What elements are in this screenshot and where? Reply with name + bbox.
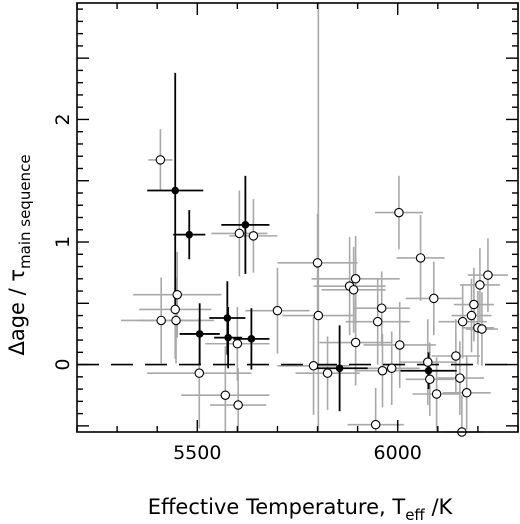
open-data-point <box>469 299 479 310</box>
open-data-point <box>455 373 465 383</box>
filled-data-point <box>224 333 232 342</box>
open-data-point <box>272 305 283 316</box>
open-data-point <box>431 389 442 399</box>
open-data-point <box>350 337 361 348</box>
open-data-point <box>466 310 477 321</box>
filled-data-point <box>241 221 250 229</box>
open-data-point <box>386 363 397 374</box>
y-tick-label: 1 <box>52 236 74 248</box>
open-data-point <box>170 304 180 315</box>
open-data-point <box>394 340 405 350</box>
open-data-point <box>155 155 166 165</box>
open-data-point <box>377 365 388 376</box>
y-axis-title: Δage / τmain sequence <box>5 154 34 355</box>
open-data-point <box>461 388 472 398</box>
y-tick-label: 0 <box>52 359 74 371</box>
x-axis-title: Effective Temperature, Teff /K <box>148 495 454 524</box>
open-data-point <box>234 228 245 239</box>
filled-data-point <box>185 230 194 239</box>
open-data-point <box>313 310 324 321</box>
filled-points-group <box>171 186 433 375</box>
filled-data-point <box>335 364 344 373</box>
open-data-point <box>308 361 319 371</box>
open-data-point <box>415 253 426 263</box>
plot-frame <box>76 2 519 433</box>
open-data-point <box>194 368 205 378</box>
open-data-point <box>475 280 485 290</box>
filled-errorbars-group <box>147 72 457 412</box>
filled-data-point <box>424 366 433 375</box>
open-data-point <box>423 357 433 367</box>
filled-data-point <box>223 314 232 322</box>
open-data-point <box>425 374 435 385</box>
open-data-point <box>394 207 404 218</box>
open-data-point <box>376 303 387 313</box>
open-data-point <box>350 274 361 284</box>
open-data-point <box>232 338 243 349</box>
filled-data-point <box>171 186 180 195</box>
open-data-point <box>172 289 182 300</box>
y-tick-label: 2 <box>52 113 74 125</box>
open-data-point <box>322 368 333 378</box>
open-data-point <box>477 324 487 334</box>
open-data-point <box>312 258 323 268</box>
open-points-group <box>155 155 493 437</box>
open-data-point <box>233 400 243 410</box>
open-data-point <box>451 351 461 361</box>
open-data-point <box>429 293 439 304</box>
open-data-point <box>171 315 181 326</box>
filled-data-point <box>247 335 256 343</box>
open-data-point <box>483 270 493 280</box>
open-data-point <box>370 419 381 430</box>
x-tick-label: 5500 <box>173 442 221 464</box>
axis-ticks <box>76 3 519 432</box>
open-data-point <box>457 316 468 327</box>
open-data-point <box>156 315 166 326</box>
filled-data-point <box>195 330 204 338</box>
x-tick-label: 6000 <box>374 442 422 464</box>
tick-labels: 5500 6000 0 1 2 <box>52 113 422 464</box>
open-data-point <box>220 390 231 400</box>
open-data-point <box>348 285 359 295</box>
open-data-point <box>372 316 383 327</box>
open-data-point <box>248 231 259 241</box>
